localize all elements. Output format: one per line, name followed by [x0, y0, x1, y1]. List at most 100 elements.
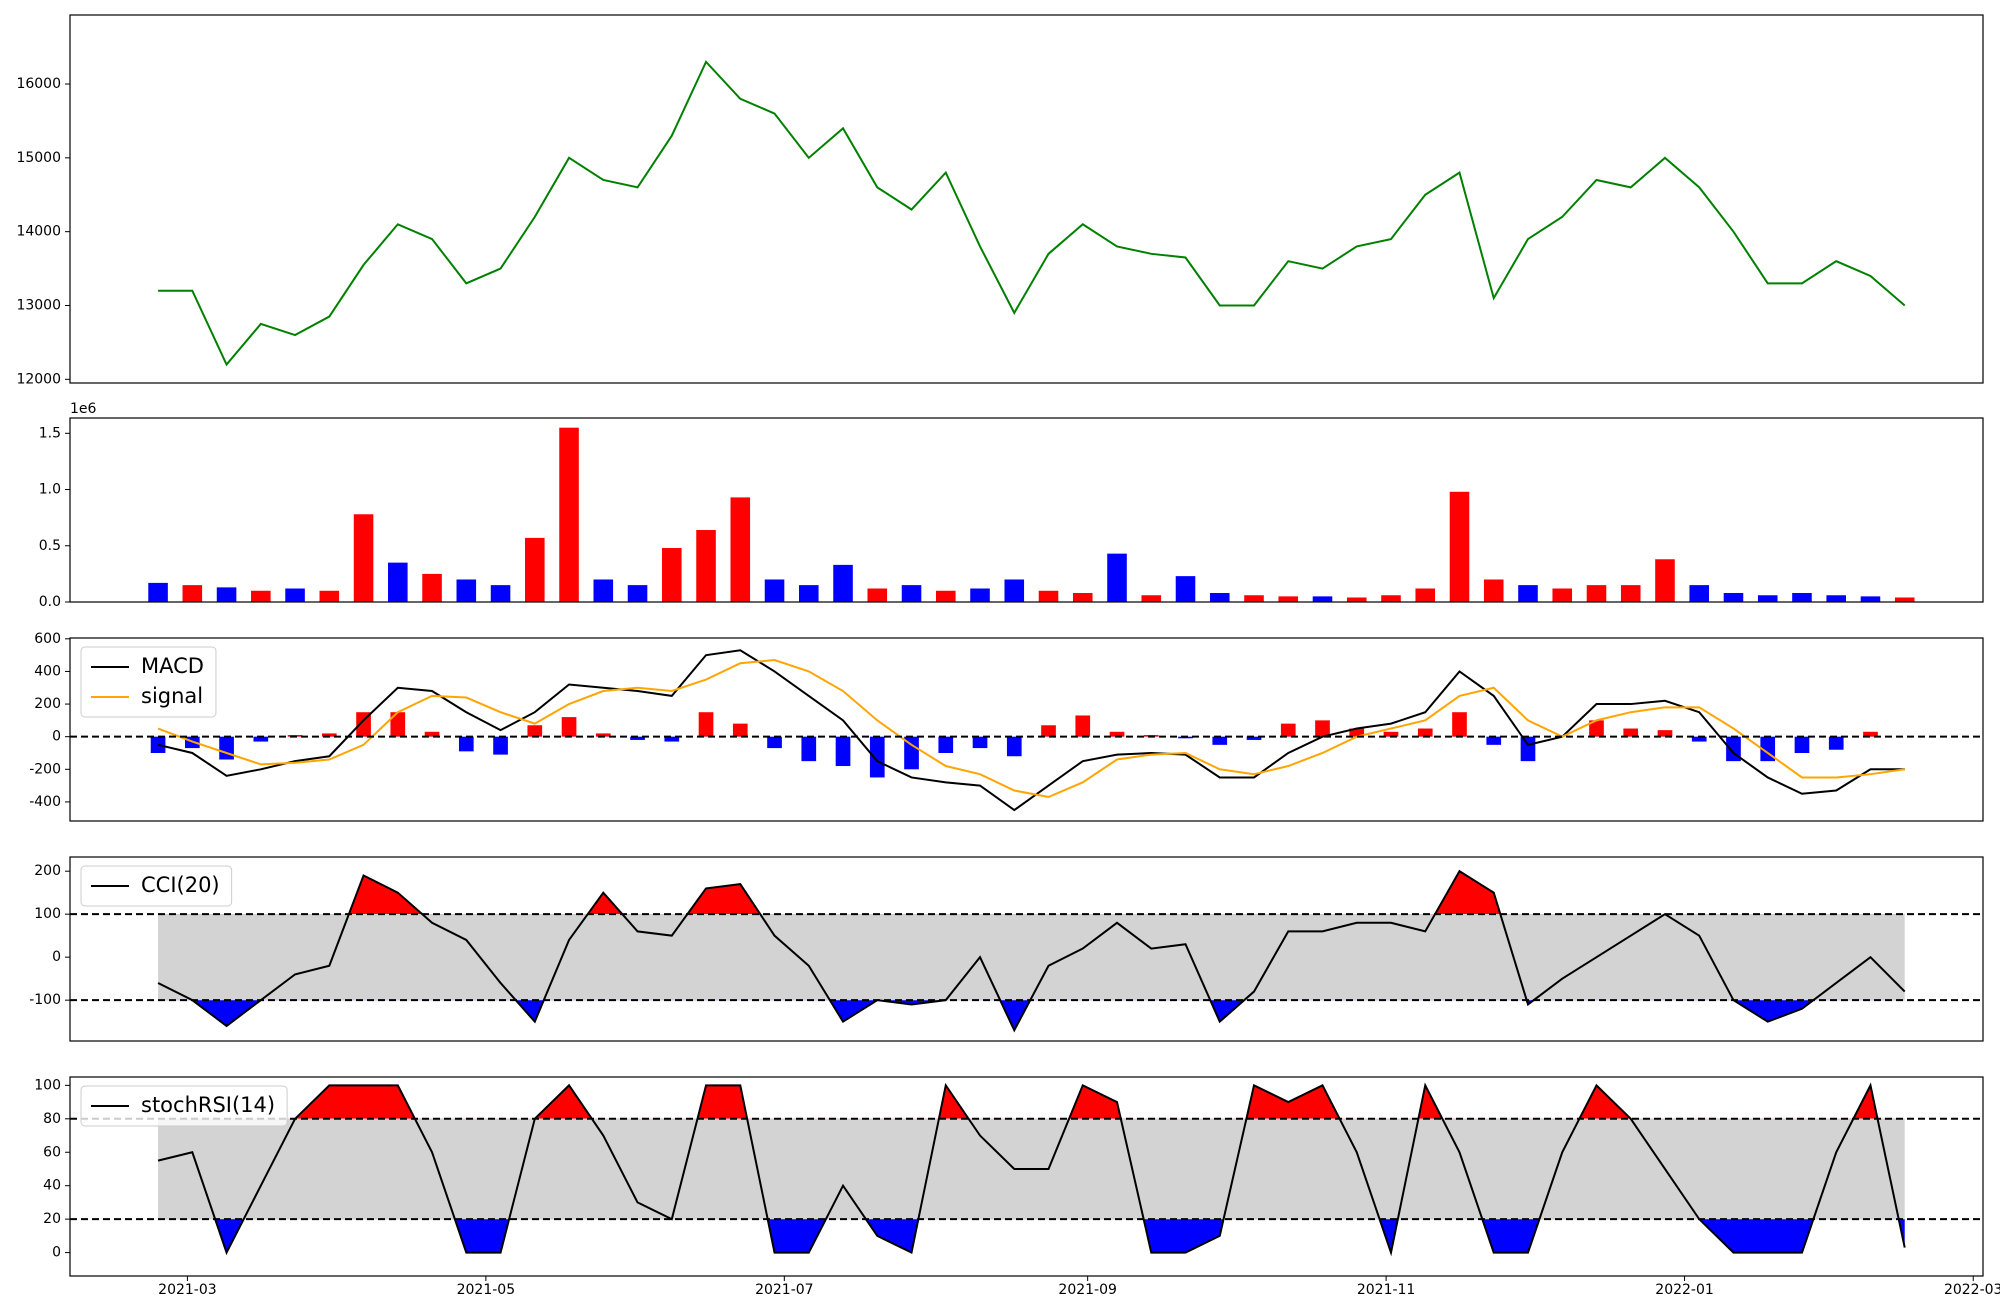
y-tick-label: 0.5 — [39, 538, 61, 554]
y-tick-label: 80 — [43, 1111, 61, 1127]
macd-histogram-bar — [356, 712, 371, 737]
volume-bar — [1381, 595, 1401, 602]
volume-bar — [148, 582, 168, 602]
volume-bar — [319, 590, 340, 602]
volume-bar — [1449, 491, 1470, 602]
y-tick-label: 200 — [34, 696, 61, 712]
y-tick-label: -100 — [29, 992, 61, 1008]
y-tick-label: 20 — [43, 1211, 61, 1227]
y-tick-label: 14000 — [16, 224, 61, 240]
volume-bar — [1826, 595, 1847, 602]
y-tick-label: 0 — [52, 949, 61, 965]
line — [158, 60, 1906, 367]
volume-bar — [730, 497, 751, 602]
macd-histogram-bar — [390, 712, 406, 737]
macd-histogram-bar — [1794, 736, 1810, 753]
volume-bar — [1072, 593, 1093, 602]
macd-histogram-bar — [801, 736, 817, 762]
volume-bar — [1312, 596, 1333, 602]
plot-area — [157, 869, 1906, 1033]
volume-bar — [764, 579, 785, 602]
macd-histogram-bar — [1486, 736, 1502, 745]
volume-bar — [1038, 590, 1059, 602]
macd-histogram-bar — [1452, 712, 1467, 737]
volume-bar — [1107, 553, 1127, 602]
macd-histogram-bar — [1520, 736, 1536, 762]
volume-bar — [251, 590, 271, 602]
macd-histogram-bar — [1041, 725, 1056, 737]
macd-histogram-bar — [835, 736, 851, 767]
x-tick-label: 2022-03 — [1944, 1282, 2000, 1298]
macd-histogram-bar — [1006, 736, 1022, 757]
axes-frame — [69, 14, 1984, 384]
volume-bar — [388, 562, 408, 602]
y-tick-label: 1.5 — [39, 425, 61, 441]
volume-bar — [422, 573, 442, 602]
macd-histogram-bar — [972, 736, 988, 749]
legend-label: CCI(20) — [141, 873, 220, 897]
x-tick-label: 2021-07 — [755, 1282, 814, 1298]
legend-label: signal — [141, 684, 203, 708]
line — [157, 1082, 1906, 1257]
y-tick-label: 0.0 — [39, 594, 61, 610]
volume-bar — [490, 585, 511, 602]
volume-bar — [1757, 595, 1778, 602]
macd-histogram-bar — [630, 736, 645, 740]
macd-histogram-bar — [1657, 730, 1673, 737]
volume-bar — [182, 585, 203, 602]
volume-bar — [1141, 595, 1162, 602]
y-tick-label: 0 — [52, 1245, 61, 1261]
volume-bar — [1483, 579, 1504, 602]
macd-histogram-bar — [561, 717, 577, 737]
macd-histogram-bar — [938, 736, 954, 753]
macd-histogram-bar — [1623, 728, 1639, 737]
plot-area — [150, 649, 1905, 812]
macd-histogram-bar — [1349, 728, 1365, 737]
macd-histogram-bar — [424, 731, 440, 737]
macd-histogram-bar — [219, 736, 234, 760]
macd-histogram-bar — [1315, 720, 1330, 737]
macd-histogram-bar — [1383, 731, 1399, 737]
volume-bar — [833, 564, 853, 602]
volume-bar — [1894, 597, 1915, 602]
volume-bar — [1655, 559, 1675, 602]
legend-box — [80, 1085, 288, 1127]
macd-histogram-bar — [698, 712, 714, 737]
neutral-band — [158, 914, 1905, 1001]
plot-area — [158, 60, 1906, 367]
macd-histogram-bar — [1109, 731, 1125, 737]
macd-histogram-bar — [253, 736, 269, 742]
volume-bar — [1689, 585, 1710, 602]
volume-bar — [867, 588, 888, 602]
volume-bar — [1552, 588, 1573, 602]
plot-area — [148, 427, 1915, 602]
macd-histogram-bar — [1863, 731, 1878, 737]
line — [157, 869, 1906, 1033]
legend-box — [80, 865, 233, 907]
macd-histogram-bar — [321, 733, 337, 737]
x-tick-label: 2021-03 — [158, 1282, 217, 1298]
y-tick-label: 1.0 — [39, 482, 61, 498]
x-tick-label: 2021-09 — [1058, 1282, 1117, 1298]
volume-bar — [593, 579, 614, 602]
macd-histogram-bar — [1417, 728, 1433, 737]
x-tick-label: 2021-05 — [457, 1282, 516, 1298]
volume-bar — [456, 579, 477, 602]
y-tick-label: -200 — [29, 761, 61, 777]
macd-histogram-bar — [458, 736, 474, 752]
volume-bar — [1415, 588, 1436, 602]
line — [157, 659, 1905, 799]
plot-area — [157, 1082, 1906, 1257]
y-tick-label: 200 — [34, 863, 61, 879]
volume-bar — [1792, 593, 1812, 602]
volume-bar — [559, 427, 579, 602]
volume-bar — [1175, 576, 1196, 602]
macd-histogram-bar — [1075, 715, 1091, 737]
macd-histogram-bar — [1212, 736, 1228, 745]
macd-histogram-bar — [1828, 736, 1844, 750]
line — [157, 649, 1905, 812]
volume-bar — [1278, 596, 1299, 602]
y-tick-label: 16000 — [16, 76, 61, 92]
macd-histogram-bar — [150, 736, 166, 753]
